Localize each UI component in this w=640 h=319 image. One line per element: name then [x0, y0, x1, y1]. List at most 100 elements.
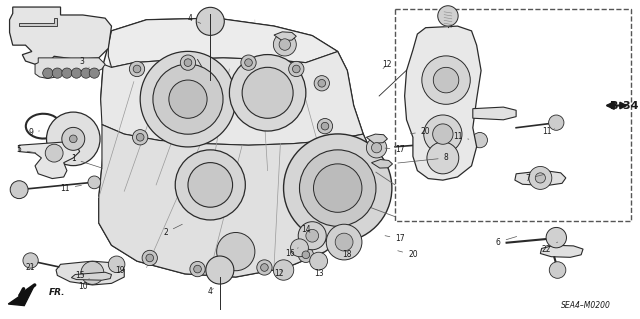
Circle shape [371, 143, 381, 153]
Polygon shape [473, 107, 516, 120]
Circle shape [70, 135, 77, 143]
Circle shape [45, 144, 63, 162]
Circle shape [310, 252, 328, 270]
Text: 14: 14 [301, 225, 310, 234]
Polygon shape [35, 58, 105, 78]
Circle shape [546, 227, 566, 248]
Circle shape [529, 167, 552, 189]
Text: 12: 12 [383, 60, 392, 69]
Circle shape [433, 124, 453, 144]
Circle shape [142, 250, 157, 266]
Circle shape [548, 115, 564, 130]
Text: 13: 13 [314, 269, 323, 278]
Circle shape [424, 115, 462, 153]
Text: FR.: FR. [49, 288, 65, 297]
Polygon shape [19, 18, 58, 26]
Circle shape [257, 260, 272, 275]
Circle shape [298, 222, 326, 250]
Text: B-34: B-34 [610, 100, 639, 110]
Text: 8: 8 [398, 153, 449, 163]
Circle shape [535, 173, 545, 183]
Polygon shape [108, 18, 338, 67]
Circle shape [153, 64, 223, 134]
Circle shape [146, 254, 154, 262]
Text: 10: 10 [78, 278, 89, 291]
Text: 12: 12 [275, 269, 284, 278]
Polygon shape [366, 134, 387, 143]
Circle shape [229, 55, 306, 131]
Text: 5: 5 [17, 145, 35, 154]
Circle shape [88, 176, 100, 189]
Circle shape [422, 56, 470, 104]
Text: 17: 17 [385, 234, 405, 243]
Circle shape [300, 150, 376, 226]
Circle shape [317, 118, 333, 134]
Polygon shape [404, 26, 481, 180]
Circle shape [292, 65, 300, 73]
Circle shape [217, 233, 255, 271]
Circle shape [273, 260, 294, 280]
Circle shape [62, 127, 84, 150]
Circle shape [302, 251, 310, 259]
Circle shape [289, 61, 304, 77]
Text: 17: 17 [385, 145, 405, 154]
Circle shape [314, 164, 362, 212]
Circle shape [81, 261, 104, 284]
Text: 16: 16 [285, 248, 298, 258]
Circle shape [318, 79, 326, 87]
Polygon shape [540, 245, 583, 257]
Text: 20: 20 [397, 250, 418, 259]
Text: 2: 2 [163, 224, 182, 237]
Text: 1: 1 [71, 154, 102, 168]
Circle shape [188, 163, 232, 207]
Circle shape [133, 65, 141, 73]
Circle shape [47, 112, 100, 166]
Circle shape [10, 181, 28, 199]
Circle shape [196, 7, 224, 35]
Polygon shape [99, 18, 379, 277]
Circle shape [180, 55, 196, 70]
Polygon shape [515, 171, 566, 186]
Text: 9: 9 [28, 128, 40, 137]
Circle shape [291, 239, 308, 257]
Circle shape [244, 59, 252, 66]
Polygon shape [100, 51, 364, 145]
Text: 21: 21 [26, 263, 35, 272]
Circle shape [206, 256, 234, 284]
Text: 11: 11 [542, 127, 554, 136]
Text: 15: 15 [75, 271, 84, 280]
Circle shape [72, 68, 81, 78]
Circle shape [335, 233, 353, 251]
Text: 20: 20 [411, 127, 431, 136]
Circle shape [472, 132, 488, 148]
Circle shape [321, 122, 329, 130]
Circle shape [306, 229, 319, 242]
Text: 4: 4 [188, 14, 201, 23]
Circle shape [242, 67, 293, 118]
Polygon shape [19, 142, 79, 179]
Circle shape [433, 67, 459, 93]
Polygon shape [371, 160, 392, 168]
Text: 7: 7 [525, 174, 544, 183]
Circle shape [23, 253, 38, 268]
Circle shape [140, 51, 236, 147]
Polygon shape [8, 286, 34, 306]
Polygon shape [99, 124, 379, 277]
Text: 4: 4 [208, 287, 213, 296]
Circle shape [175, 150, 245, 220]
Circle shape [81, 68, 91, 78]
Text: 19: 19 [115, 265, 125, 275]
Circle shape [549, 262, 566, 278]
Circle shape [438, 6, 458, 26]
Circle shape [427, 142, 459, 174]
Circle shape [273, 33, 296, 56]
Circle shape [129, 61, 145, 77]
Text: 11: 11 [60, 184, 81, 193]
Circle shape [298, 247, 314, 263]
Polygon shape [274, 32, 296, 41]
Circle shape [190, 262, 205, 277]
Circle shape [184, 59, 192, 66]
Circle shape [169, 80, 207, 118]
Polygon shape [56, 261, 124, 285]
Circle shape [62, 68, 72, 78]
